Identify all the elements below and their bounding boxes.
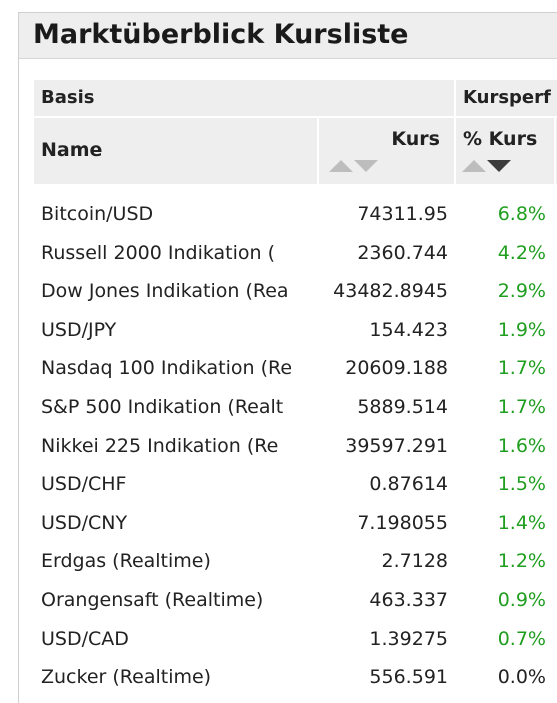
row-kurs: 2360.744 [357,241,448,264]
row-perf: 0.7% [497,627,546,650]
column-header-name[interactable]: Name [34,118,317,184]
row-kurs: 154.423 [369,318,448,341]
row-name[interactable]: USD/CHF [41,473,127,496]
row-perf: 1.4% [497,511,546,534]
row-kurs: 1.39275 [369,627,448,650]
table-row[interactable]: USD/CNY 7.198055 1.4% [34,505,557,544]
row-perf: 1.2% [497,550,546,573]
column-header-name-label: Name [41,139,103,161]
group-header-performance: Kursperf [456,80,557,116]
table-row[interactable]: USD/CHF 0.87614 1.5% [34,466,557,505]
row-perf: 0.0% [497,666,546,689]
row-name[interactable]: Zucker (Realtime) [41,666,212,689]
row-name[interactable]: Russell 2000 Indikation ( [41,241,276,264]
sort-ascending-icon[interactable] [462,160,486,172]
column-header-perf-label: % Kurs [463,128,538,150]
sort-descending-icon[interactable] [354,160,378,172]
row-name[interactable]: USD/CNY [41,511,128,534]
row-name[interactable]: Nasdaq 100 Indikation (Re [41,357,293,380]
row-name[interactable]: Nikkei 225 Indikation (Re [41,434,279,457]
row-kurs: 556.591 [369,666,448,689]
row-kurs: 20609.188 [345,357,448,380]
perf-sort-control[interactable] [462,160,511,172]
row-kurs: 463.337 [369,588,448,611]
kurs-sort-control[interactable] [329,160,378,172]
row-perf: 0.9% [497,588,546,611]
row-perf: 4.2% [497,241,546,264]
table-row[interactable]: Nasdaq 100 Indikation (Re 20609.188 1.7% [34,350,557,389]
row-kurs: 74311.95 [357,203,448,225]
column-header-kurs-label: Kurs [391,128,440,150]
table-row[interactable]: USD/CAD 1.39275 0.7% [34,621,557,660]
group-header-row: Basis Kursperf [34,80,557,116]
panel-title: Marktüberblick Kursliste [33,19,409,50]
column-header-kurs[interactable]: Kurs [319,118,454,184]
table-row[interactable]: Orangensaft (Realtime) 463.337 0.9% [34,582,557,621]
column-header-perf[interactable]: % Kurs [456,118,554,184]
table-row[interactable]: Zucker (Realtime) 556.591 0.0% [34,659,557,698]
row-kurs: 0.87614 [369,473,448,496]
row-kurs: 2.7128 [381,550,448,573]
row-perf: 1.7% [497,395,546,418]
row-name[interactable]: USD/JPY [41,318,117,341]
row-perf: 2.9% [497,280,546,303]
group-header-basis: Basis [34,80,454,116]
row-perf: 1.6% [497,434,546,457]
table-row[interactable]: S&P 500 Indikation (Realt 5889.514 1.7% [34,389,557,428]
panel-header: Marktüberblick Kursliste [19,13,557,59]
row-kurs: 5889.514 [357,395,448,418]
row-perf: 1.7% [497,357,546,380]
table-row[interactable]: Erdgas (Realtime) 2.7128 1.2% [34,543,557,582]
row-perf: 1.9% [497,318,546,341]
row-name[interactable]: Erdgas (Realtime) [41,550,211,573]
row-name[interactable]: USD/CAD [41,627,129,650]
row-kurs: 43482.8945 [333,280,448,303]
table-row[interactable]: Bitcoin/USD 74311.95 6.8% [34,196,557,235]
sort-descending-active-icon[interactable] [487,160,511,172]
table-row[interactable]: Nikkei 225 Indikation (Re 39597.291 1.6% [34,428,557,467]
market-overview-panel: Marktüberblick Kursliste Basis Kursperf … [18,12,557,703]
row-name[interactable]: S&P 500 Indikation (Realt [41,395,284,418]
row-name[interactable]: Orangensaft (Realtime) [41,588,264,611]
table-row[interactable]: Dow Jones Indikation (Rea 43482.8945 2.9… [34,273,557,312]
row-perf: 1.5% [497,473,546,496]
row-name[interactable]: Bitcoin/USD [41,203,154,225]
sort-ascending-icon[interactable] [329,160,353,172]
row-perf: 6.8% [497,203,546,225]
table-row[interactable]: Russell 2000 Indikation ( 2360.744 4.2% [34,235,557,274]
row-name[interactable]: Dow Jones Indikation (Rea [41,280,289,303]
table-body: Bitcoin/USD 74311.95 6.8% Russell 2000 I… [34,196,557,698]
row-kurs: 39597.291 [345,434,448,457]
column-header-row: Name Kurs % Kurs [34,118,557,184]
table-row[interactable]: USD/JPY 154.423 1.9% [34,312,557,351]
row-kurs: 7.198055 [357,511,448,534]
